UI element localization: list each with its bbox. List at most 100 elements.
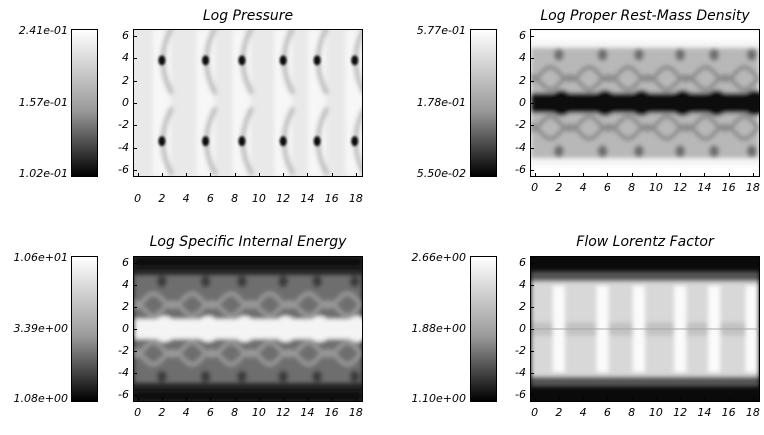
x-tick-label: 14 [300, 192, 315, 205]
core-bump [152, 316, 177, 342]
x-tick-mark [655, 398, 657, 402]
field-edge-bottom [531, 165, 759, 176]
y-tick-label: 4 [519, 51, 526, 65]
heatmap-image [134, 30, 362, 176]
core-bump [704, 90, 729, 116]
pressure-spot [279, 55, 287, 66]
field-knot [278, 370, 289, 383]
x-tick-label: 16 [721, 181, 736, 194]
colorbar-label-min: 1.10e+00 [411, 392, 466, 405]
y-tick-mark [530, 125, 534, 127]
x-tick-mark [583, 173, 585, 177]
chart-title: Log Pressure [202, 8, 294, 24]
heatmap-plot [530, 256, 760, 402]
field-knot [200, 275, 211, 288]
x-tick-label: 8 [231, 406, 239, 419]
field-knot [236, 275, 247, 288]
heatmap-plot [133, 256, 363, 402]
x-tick-mark [210, 173, 212, 177]
x-tick-mark [680, 173, 682, 177]
core-bump [307, 316, 332, 342]
y-tick-label: 0 [122, 96, 129, 109]
y-tick-mark [530, 262, 534, 264]
y-tick-mark [530, 170, 534, 172]
y-tick-mark [530, 103, 534, 104]
x-tick-label: 18 [745, 406, 760, 419]
x-tick-mark [728, 173, 730, 177]
field-knot [709, 145, 720, 158]
field-knot [746, 145, 757, 158]
heatmap-image [531, 257, 759, 401]
x-tick-label: 4 [182, 192, 190, 205]
chart-title: Log Proper Rest-Mass Density [540, 8, 750, 24]
field-knot [597, 145, 608, 158]
colorbar-label-mid: 1.78e-01 [416, 96, 466, 109]
x-tick-label: 2 [158, 406, 166, 419]
field-knot [349, 370, 360, 383]
pressure-band [196, 30, 215, 176]
x-tick-mark [161, 398, 163, 402]
field-knot [200, 370, 211, 383]
field-knot [633, 145, 644, 158]
x-tick-label: 10 [251, 192, 266, 205]
core-bump [195, 316, 220, 342]
x-tick-label: 12 [673, 406, 688, 419]
x-tick-mark [186, 173, 188, 177]
x-tick-mark [137, 173, 139, 177]
y-tick-label: 6 [122, 255, 129, 269]
y-tick-label: -4 [118, 366, 129, 380]
field-roll [134, 300, 362, 318]
y-tick-label: -2 [515, 118, 526, 132]
y-tick-label: 2 [122, 299, 129, 313]
pressure-band [308, 30, 327, 176]
heatmap-plot [133, 29, 363, 177]
y-tick-mark [530, 373, 534, 375]
x-tick-label: 12 [673, 181, 688, 194]
colorbar-label-min: 5.50e-02 [416, 167, 466, 180]
y-tick-label: 6 [519, 255, 526, 269]
pressure-spot [158, 136, 166, 147]
field-knot [312, 370, 323, 383]
field-knot [553, 48, 564, 61]
field-knot [236, 370, 247, 383]
x-tick-label: 2 [555, 406, 563, 419]
x-tick-label: 10 [648, 406, 663, 419]
field-knot [709, 48, 720, 61]
colorbar [470, 256, 497, 402]
field-knot [156, 275, 167, 288]
y-tick-mark [133, 147, 137, 149]
heatmap-image [531, 30, 759, 176]
y-tick-mark [530, 58, 534, 60]
colorbar-label-min: 1.02e-01 [18, 167, 68, 180]
x-tick-mark [752, 398, 754, 402]
y-tick-mark [133, 262, 137, 264]
chart-title: Log Specific Internal Energy [149, 234, 347, 250]
x-tick-label: 6 [603, 406, 611, 419]
x-tick-label: 6 [206, 406, 214, 419]
y-tick-label: -6 [515, 163, 526, 177]
y-tick-mark [530, 35, 534, 37]
y-tick-mark [133, 58, 137, 60]
y-tick-mark [530, 351, 534, 353]
y-tick-label: -4 [515, 140, 526, 154]
y-tick-mark [133, 125, 137, 127]
y-tick-label: -4 [515, 366, 526, 380]
colorbar-label-mid: 3.39e+00 [13, 322, 68, 335]
field-edge-bottom [134, 391, 362, 401]
x-tick-mark [307, 173, 309, 177]
x-tick-label: 14 [697, 181, 712, 194]
y-tick-label: 0 [519, 322, 526, 335]
core-bump [232, 316, 257, 342]
x-tick-mark [655, 173, 657, 177]
pressure-spot [158, 55, 166, 66]
x-tick-label: 14 [300, 406, 315, 419]
y-tick-label: 2 [122, 73, 129, 87]
colorbar-label-max: 2.66e+00 [411, 251, 466, 264]
x-tick-label: 12 [276, 192, 291, 205]
field-edge-top [531, 30, 759, 41]
pressure-spot [202, 136, 210, 147]
pressure-band [152, 30, 171, 176]
x-tick-label: 2 [158, 192, 166, 205]
x-tick-mark [631, 398, 633, 402]
y-tick-label: 2 [519, 299, 526, 313]
